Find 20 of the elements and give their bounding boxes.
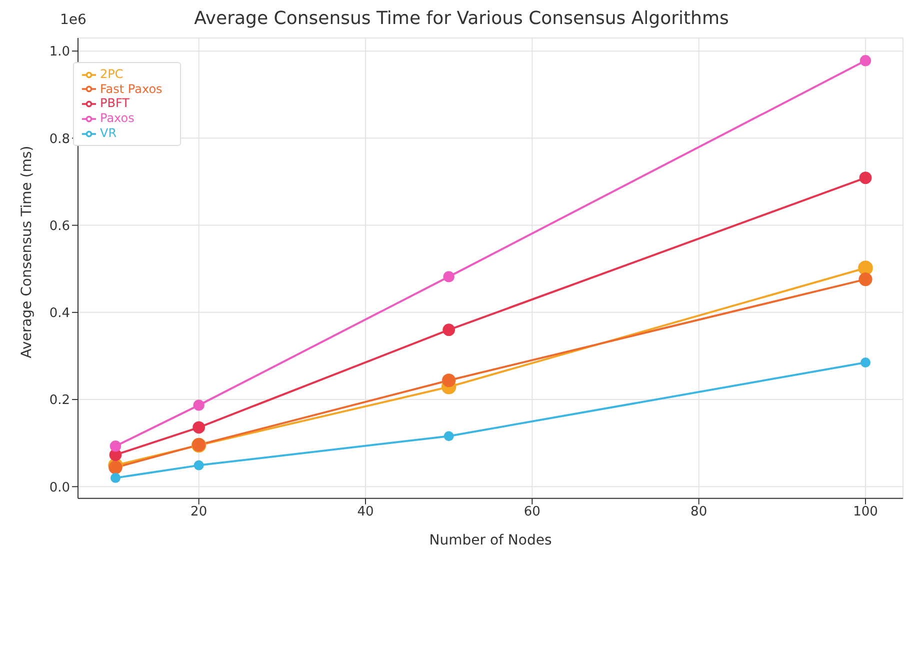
legend-label: VR — [100, 126, 117, 140]
x-tick-label: 20 — [190, 504, 208, 520]
y-tick-label: 0.6 — [49, 218, 70, 234]
legend-label: 2PC — [100, 67, 124, 81]
x-tick-label: 100 — [853, 504, 878, 520]
y-tick-label: 1.0 — [49, 44, 70, 60]
legend-label: Fast Paxos — [100, 82, 162, 96]
y-tick-label: 0.0 — [49, 480, 70, 496]
x-tick-label: 60 — [524, 504, 540, 520]
legend-label: PBFT — [100, 96, 130, 110]
x-tick-label: 80 — [690, 504, 708, 520]
x-axis-title: Number of Nodes — [429, 532, 552, 548]
text: 1e6 — [60, 12, 86, 28]
y-tick-label: 0.8 — [49, 132, 70, 147]
y-tick-label: 0.4 — [49, 306, 70, 322]
y-axis-title: Average Consensus Time (ms) — [18, 146, 35, 358]
y-tick-label: 0.2 — [49, 393, 70, 408]
x-tick-label: 40 — [357, 504, 374, 520]
legend-label: Paxos — [100, 111, 134, 126]
chart-title: Average Consensus Time for Various Consensus Algorithms — [194, 8, 729, 29]
